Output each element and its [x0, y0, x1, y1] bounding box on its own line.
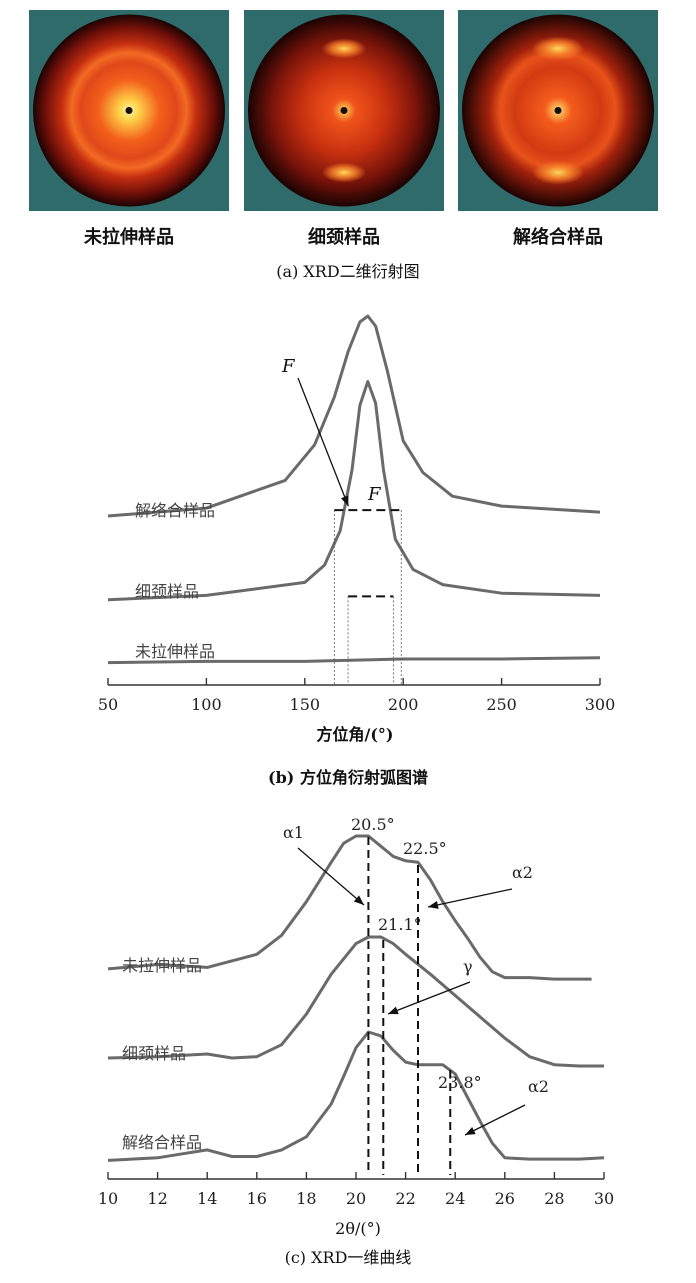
series-label: 未拉伸样品 [122, 956, 202, 975]
image-label: 细颈样品 [308, 226, 380, 248]
x-tick-label: 100 [191, 695, 222, 714]
x-tick-label: 150 [290, 695, 321, 714]
xrd-2d-image-1 [29, 10, 229, 211]
x-tick-label: 28 [544, 1189, 564, 1208]
series-line [107, 656, 601, 665]
x-tick-label: 14 [197, 1189, 217, 1208]
phase-label: α1 [283, 823, 304, 842]
peak-label: 22.5° [403, 839, 447, 858]
annotation-arrow [387, 981, 471, 1015]
diffraction-arc-bottom [532, 160, 584, 185]
x-axis-label: 方位角/(°) [317, 725, 394, 744]
caption: (b) 方位角衍射弧图谱 [268, 768, 428, 787]
x-tick-label: 200 [388, 695, 419, 714]
xrd-2d-image-3 [458, 10, 658, 211]
image-label: 解络合样品 [513, 226, 603, 248]
diffraction-arc-bottom [322, 162, 366, 183]
series-line [107, 1030, 605, 1162]
phase-label: α2 [512, 863, 533, 882]
diffraction-arc-top [322, 38, 366, 59]
x-tick-label: 30 [594, 1189, 614, 1208]
annotation-arrow [297, 847, 365, 906]
series-line [107, 834, 592, 981]
arrow-head [353, 895, 364, 905]
fwhm-label: F [281, 356, 296, 377]
peak-label: 23.8° [438, 1073, 482, 1092]
x-tick-label: 18 [296, 1189, 316, 1208]
phase-label: γ [463, 957, 473, 976]
image-label: 未拉伸样品 [84, 226, 174, 248]
series-label: 细颈样品 [135, 582, 199, 601]
x-tick-label: 250 [486, 695, 517, 714]
x-tick-label: 16 [247, 1189, 267, 1208]
x-axis-label: 2θ/(°) [335, 1219, 381, 1238]
arrow-head [428, 900, 439, 909]
annotation-arrow [427, 888, 513, 908]
annotation-arrow [464, 1104, 526, 1136]
x-tick-label: 10 [98, 1189, 118, 1208]
arrow-head [465, 1126, 476, 1135]
series-line [107, 314, 601, 518]
x-tick-label: 22 [395, 1189, 415, 1208]
arrow-head [388, 1006, 399, 1015]
x-tick-label: 300 [585, 695, 616, 714]
xrd-2d-image-2 [244, 10, 444, 211]
beam-stop [125, 107, 133, 114]
beam-stop [340, 107, 348, 114]
series-label: 解络合样品 [135, 501, 215, 520]
series-label: 解络合样品 [122, 1133, 202, 1152]
series-label: 未拉伸样品 [135, 642, 215, 661]
x-tick-label: 12 [147, 1189, 167, 1208]
x-tick-label: 24 [445, 1189, 465, 1208]
caption: (c) XRD一维曲线 [285, 1248, 412, 1267]
beam-stop [554, 107, 562, 114]
x-tick-label: 26 [495, 1189, 515, 1208]
arrow-head [340, 495, 349, 507]
peak-label: 21.1° [378, 915, 422, 934]
caption-a: (a) XRD二维衍射图 [276, 262, 419, 281]
fwhm-label: F [367, 484, 382, 505]
x-tick-label: 50 [98, 695, 118, 714]
series-label: 细颈样品 [122, 1044, 186, 1063]
series-line [107, 935, 604, 1068]
series-line [107, 380, 601, 602]
x-tick-label: 20 [346, 1189, 366, 1208]
diffraction-arc-top [532, 36, 584, 61]
phase-label: α2 [528, 1077, 549, 1096]
peak-label: 20.5° [351, 815, 395, 834]
annotation-arrow [297, 377, 349, 507]
